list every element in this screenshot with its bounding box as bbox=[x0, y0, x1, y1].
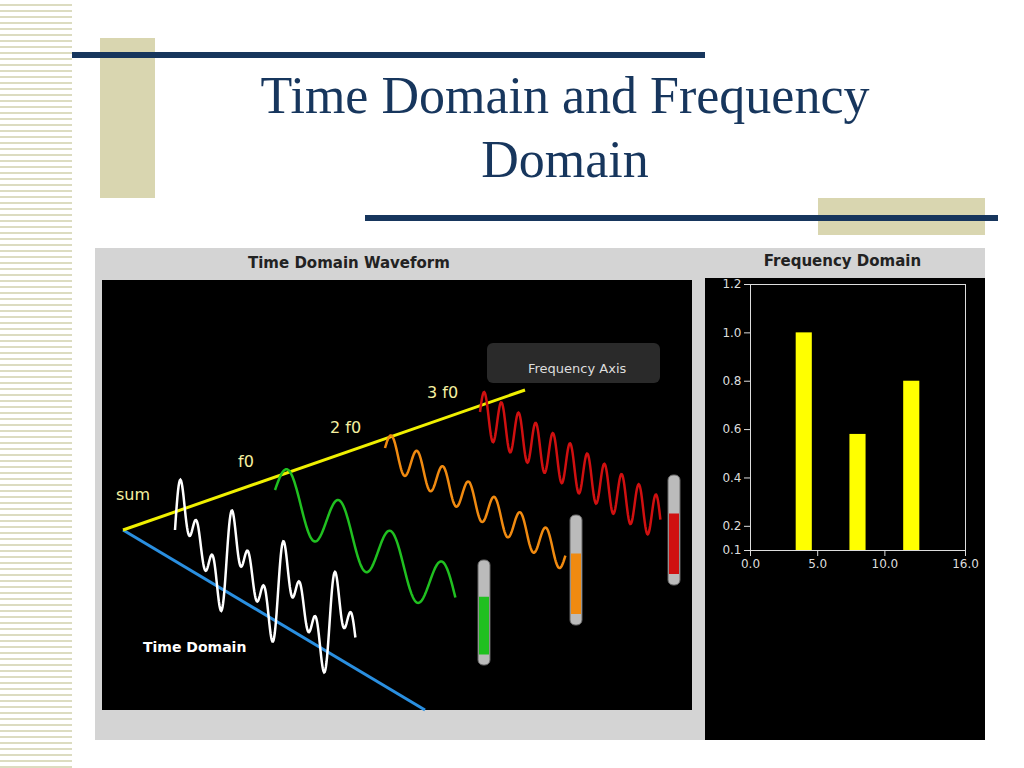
html-text:Frequency Domain: Frequency Domain bbox=[763, 252, 922, 270]
svg-text:Time Domain Waveform: Time Domain Waveform bbox=[248, 254, 450, 272]
svg-text:sum: sum bbox=[116, 485, 150, 504]
svg-text:1.2: 1.2 bbox=[722, 278, 741, 291]
svg-text:10.0: 10.0 bbox=[872, 557, 899, 571]
svg-text:Time Domain: Time Domain bbox=[143, 639, 246, 655]
svg-text:Frequency Axis: Frequency Axis bbox=[528, 361, 626, 376]
svg-text:2 f0: 2 f0 bbox=[330, 418, 361, 437]
svg-text:0.0: 0.0 bbox=[741, 557, 760, 571]
html-text:Time Domain and Frequency: Time Domain and Frequency bbox=[260, 67, 870, 124]
svg-text:3 f0: 3 f0 bbox=[427, 383, 458, 402]
html-text:Domain: Domain bbox=[481, 131, 649, 188]
svg-text:0.8: 0.8 bbox=[722, 374, 741, 388]
svg-text:0.1: 0.1 bbox=[722, 543, 741, 557]
svg-text:f0: f0 bbox=[238, 452, 254, 471]
svg-text:5.0: 5.0 bbox=[808, 557, 827, 571]
svg-text:16.0: 16.0 bbox=[952, 557, 979, 571]
svg-text:1.0: 1.0 bbox=[722, 326, 741, 340]
svg-text:0.2: 0.2 bbox=[722, 519, 741, 533]
svg-text:0.6: 0.6 bbox=[722, 422, 741, 436]
svg-text:0.4: 0.4 bbox=[722, 471, 741, 485]
